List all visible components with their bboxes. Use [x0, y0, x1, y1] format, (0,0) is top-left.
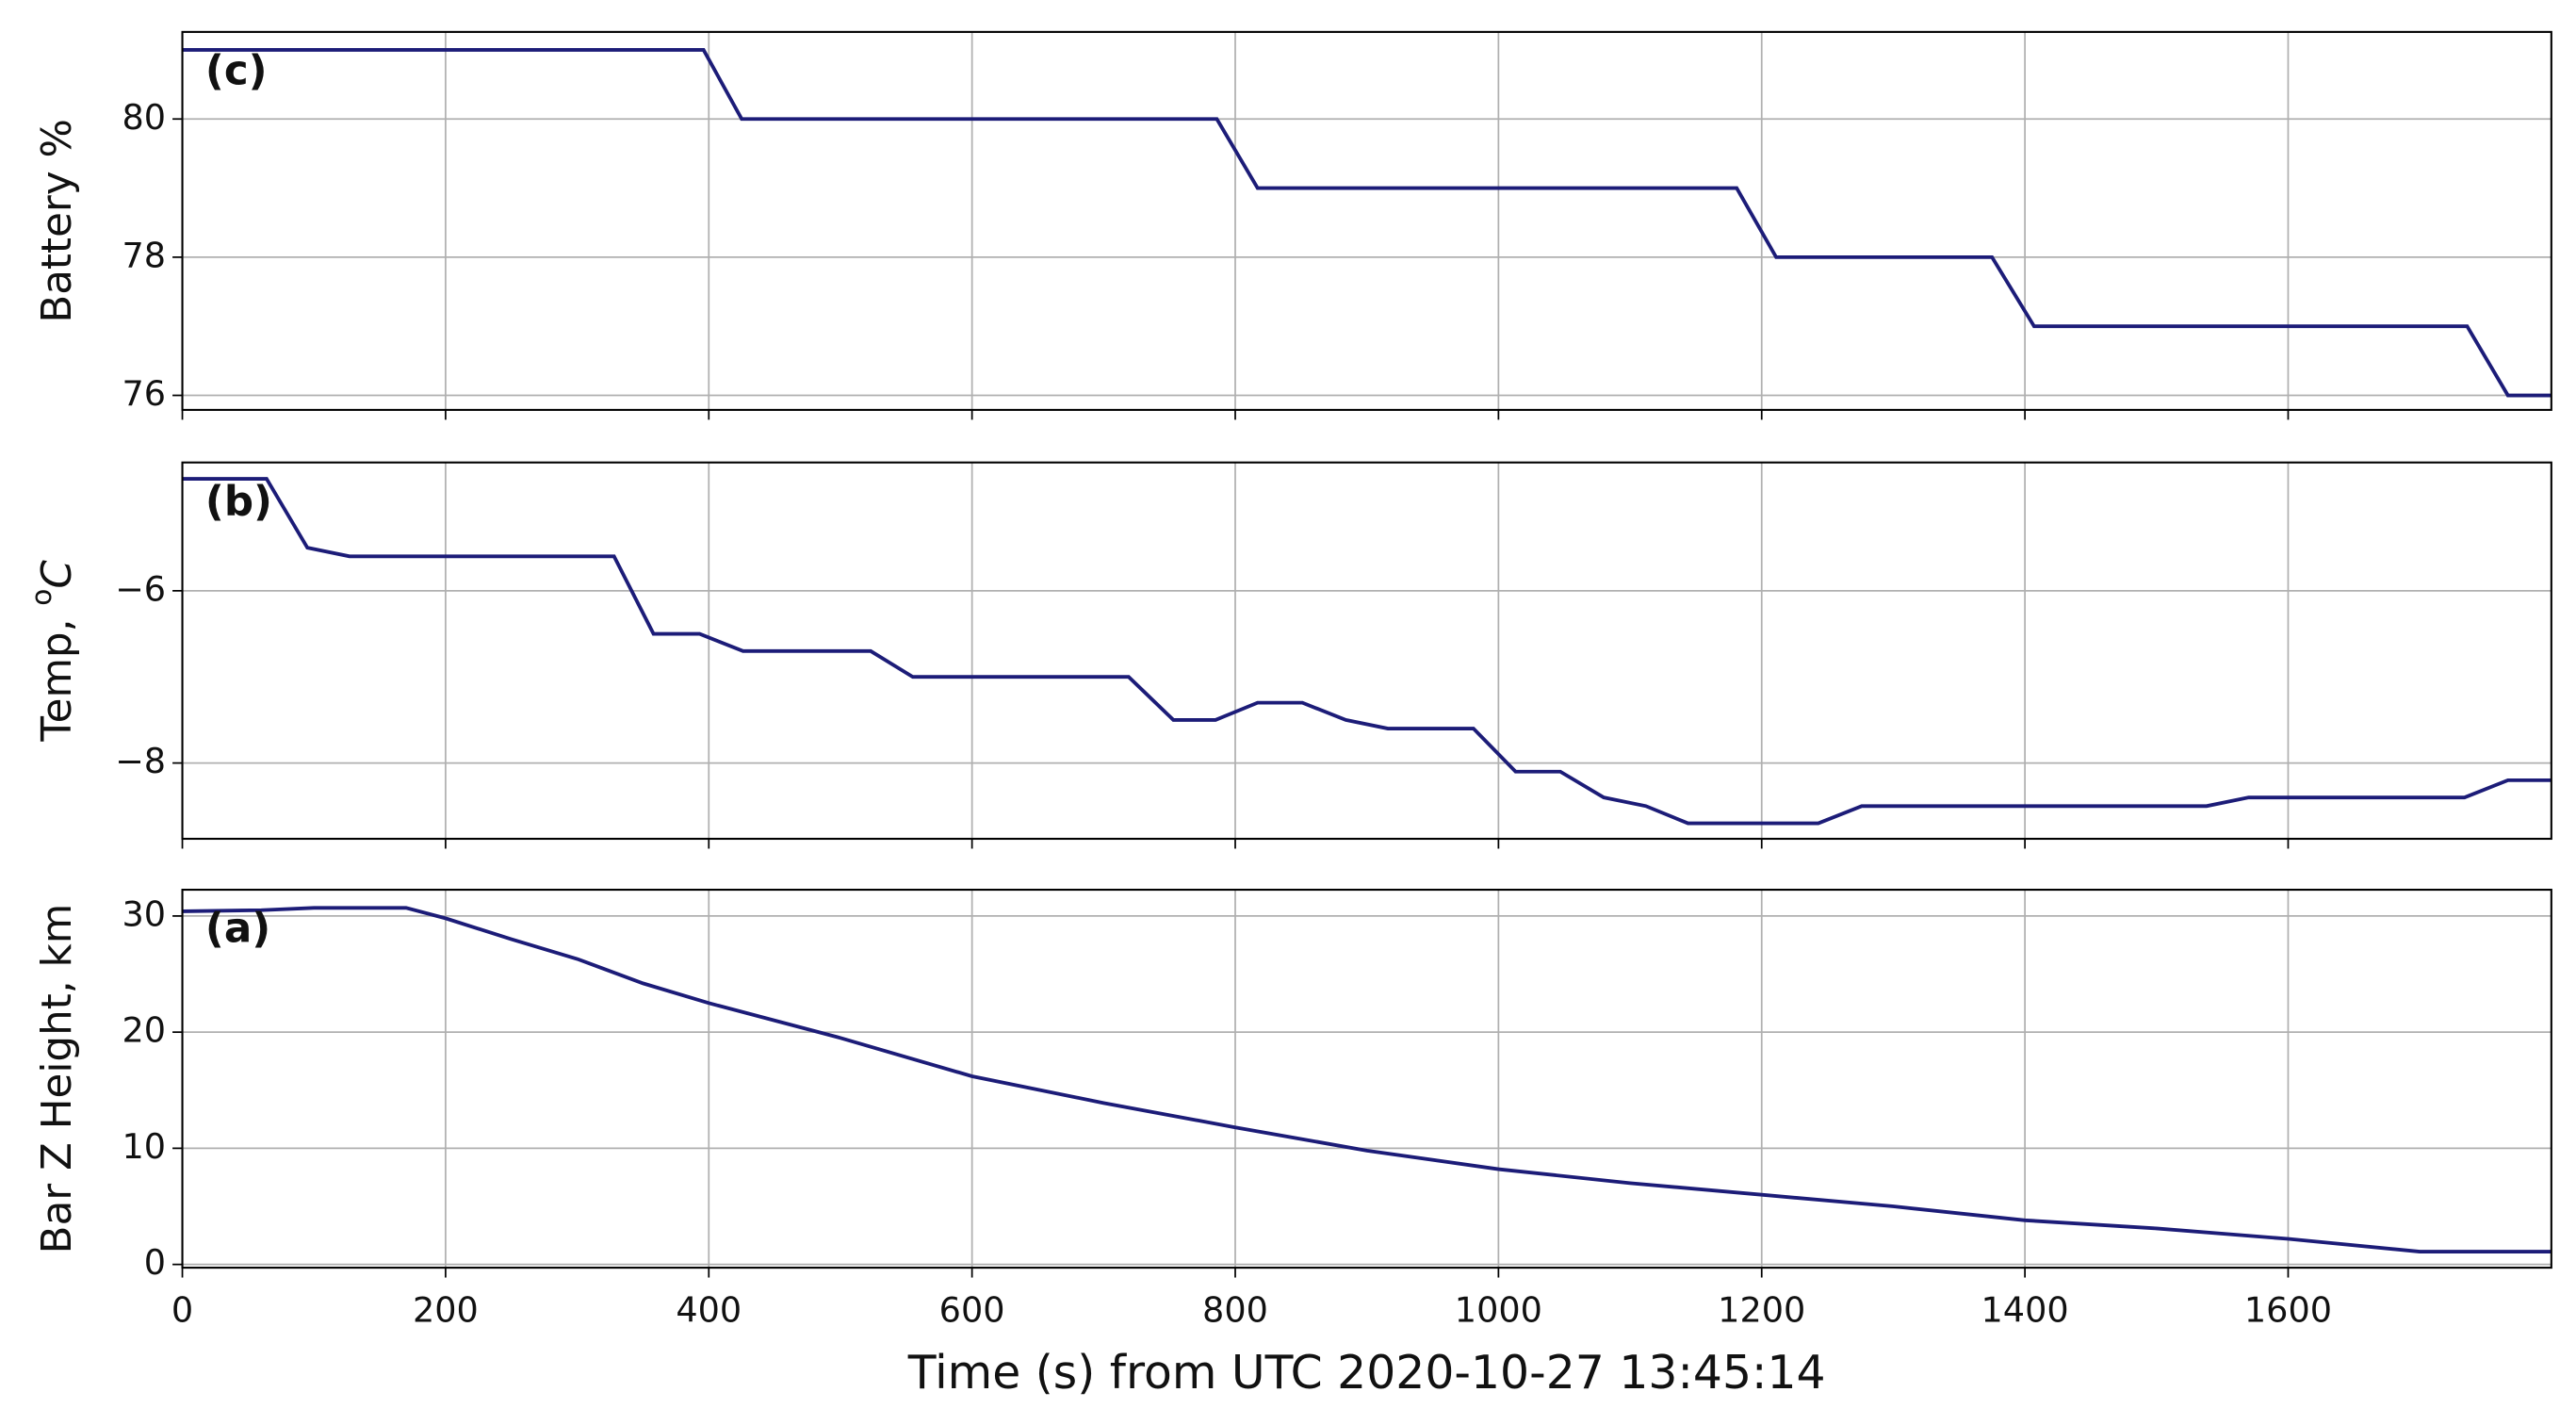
plot-frame [181, 889, 2552, 1269]
plot-frame [181, 461, 2552, 841]
panel-label: (b) [205, 478, 272, 525]
y-tick-label: 78 [122, 235, 167, 275]
y-tick-label: 80 [122, 97, 167, 138]
y-tick-label: −8 [115, 741, 166, 781]
y-axis-label-text: Bar Z Height, km [34, 904, 81, 1254]
y-tick-label: −6 [115, 568, 166, 609]
data-line [182, 906, 2552, 1253]
y-tick-label: 0 [144, 1242, 166, 1283]
x-tick-label: 600 [939, 1290, 1005, 1331]
y-tick-label: 20 [122, 1010, 167, 1051]
x-tick-label: 1200 [1718, 1290, 1805, 1331]
x-axis-label: Time (s) from UTC 2020-10-27 13:45:14 [907, 1346, 1826, 1400]
y-axis-label: Temp, oC [24, 560, 81, 743]
x-tick-label: 800 [1202, 1290, 1268, 1331]
data-line [182, 477, 2552, 826]
x-tick-label: 1600 [2244, 1290, 2332, 1331]
x-tick-label: 0 [171, 1290, 193, 1331]
x-tick-label: 1000 [1455, 1290, 1542, 1331]
y-axis-label: Battery % [34, 119, 81, 323]
y-axis-label-text: Temp, [34, 606, 81, 743]
x-tick-label: 400 [676, 1290, 742, 1331]
y-tick-label: 10 [122, 1126, 167, 1167]
x-tick-label: 1400 [1981, 1290, 2069, 1331]
y-axis-label-sup: o [24, 589, 57, 606]
x-tick-label: 200 [413, 1290, 479, 1331]
y-axis-label-unit: C [34, 560, 81, 589]
y-tick-label: 30 [122, 893, 167, 934]
y-axis-label-text: Battery % [34, 119, 81, 323]
panel-label: (a) [205, 906, 270, 953]
plot-frame [181, 30, 2552, 411]
panel-label: (c) [205, 47, 268, 94]
data-line [182, 48, 2552, 398]
y-axis-label: Bar Z Height, km [34, 904, 81, 1254]
y-tick-label: 76 [122, 373, 167, 414]
